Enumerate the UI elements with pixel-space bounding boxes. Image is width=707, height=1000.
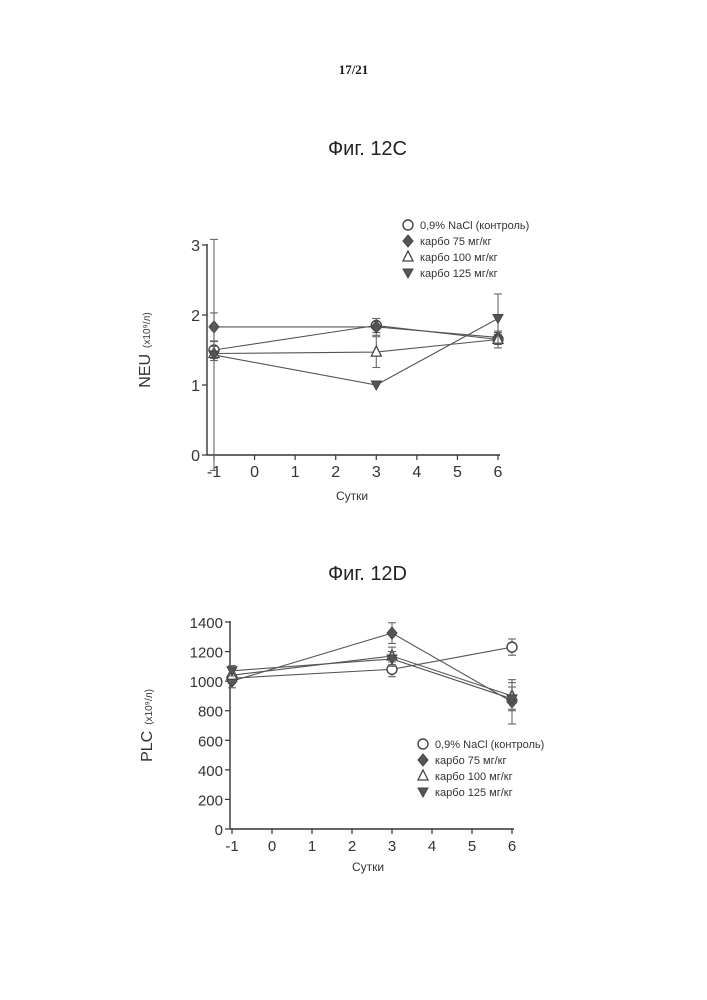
plc-series-line <box>232 659 512 699</box>
neu-x-tick-label: 0 <box>250 464 259 481</box>
plc-legend-label: карбо 75 мг/кг <box>435 755 507 767</box>
neu-legend-label: 0,9% NaCl (контроль) <box>420 220 529 232</box>
neu-y-tick-label: 1 <box>191 378 200 395</box>
plc-x-tick-label: 0 <box>268 838 276 855</box>
neu-x-tick-label: 3 <box>372 464 381 481</box>
figure-12d-title: Фиг. 12D <box>14 563 707 586</box>
plc-data-point <box>387 627 397 639</box>
figure-12c-title: Фиг. 12C <box>14 138 707 161</box>
neu-x-tick-label: 6 <box>494 464 503 481</box>
plc-legend-marker <box>418 788 428 797</box>
plc-x-tick-label: -1 <box>225 838 238 855</box>
plc-y-tick-label: 600 <box>198 733 223 750</box>
plc-y-axis-name: PLC <box>139 731 156 762</box>
neu-x-tick-label: 1 <box>291 464 300 481</box>
neu-legend-label: карбо 125 мг/кг <box>420 268 498 280</box>
neu-x-tick-label: 5 <box>453 464 462 481</box>
plc-y-axis-unit: (x10⁹/л) <box>144 689 155 725</box>
neu-data-point <box>371 381 381 390</box>
neu-x-tick-label: 4 <box>412 464 421 481</box>
neu-y-tick-label: 3 <box>191 238 200 255</box>
plc-x-tick-label: 6 <box>508 838 516 855</box>
plc-series-line <box>232 647 512 678</box>
plc-y-tick-label: 200 <box>198 792 223 809</box>
neu-series-line <box>214 326 498 351</box>
plc-x-axis-label: Сутки <box>352 860 384 874</box>
plc-x-tick-label: 5 <box>468 838 476 855</box>
neu-x-axis-label: Сутки <box>336 489 368 503</box>
plc-y-tick-label: 0 <box>215 822 223 839</box>
neu-y-axis-name: NEU <box>137 354 154 388</box>
plc-series-2 <box>227 647 517 709</box>
plc-data-point <box>507 642 517 652</box>
neu-legend-marker <box>403 251 413 261</box>
plc-legend-label: карбо 125 мг/кг <box>435 787 513 799</box>
neu-y-axis-label: NEU (x10⁹/л) <box>137 312 154 387</box>
plc-x-tick-label: 4 <box>428 838 436 855</box>
plc-series-1 <box>227 623 517 724</box>
plc-y-tick-label: 1200 <box>190 645 223 662</box>
plc-x-tick-label: 3 <box>388 838 396 855</box>
plc-legend-label: 0,9% NaCl (контроль) <box>435 739 544 751</box>
neu-y-tick-label: 2 <box>191 308 200 325</box>
neu-y-tick-label: 0 <box>191 448 200 465</box>
neu-legend-label: карбо 75 мг/кг <box>420 236 492 248</box>
neu-legend-label: карбо 100 мг/кг <box>420 252 498 264</box>
page-number: 17/21 <box>0 62 707 78</box>
neu-y-axis-unit: (x10⁹/л) <box>142 312 153 348</box>
neu-legend-marker <box>403 269 413 278</box>
plc-series-0 <box>227 639 517 683</box>
plc-x-tick-label: 2 <box>348 838 356 855</box>
plc-legend-marker <box>418 739 428 749</box>
plc-legend-label: карбо 100 мг/кг <box>435 771 513 783</box>
plc-y-axis-label: PLC (x10⁹/л) <box>139 689 156 762</box>
neu-data-point <box>371 346 381 356</box>
plc-legend-marker <box>418 770 428 780</box>
plc-y-tick-label: 1400 <box>190 615 223 632</box>
plc-series-3 <box>227 652 517 711</box>
plc-legend-marker <box>418 754 428 766</box>
neu-legend-marker <box>403 235 413 247</box>
plc-y-tick-label: 800 <box>198 704 223 721</box>
neu-data-point <box>493 315 503 324</box>
plc-y-tick-label: 400 <box>198 763 223 780</box>
plc-x-tick-label: 1 <box>308 838 316 855</box>
neu-x-tick-label: 2 <box>331 464 340 481</box>
plc-chart: 0200400600800100012001400-10123456СуткиP… <box>0 600 707 900</box>
neu-chart: 0123-10123456СуткиNEU(x10⁹/л)0,9% NaCl (… <box>0 200 707 520</box>
plc-y-tick-label: 1000 <box>190 674 223 691</box>
neu-legend-marker <box>403 220 413 230</box>
